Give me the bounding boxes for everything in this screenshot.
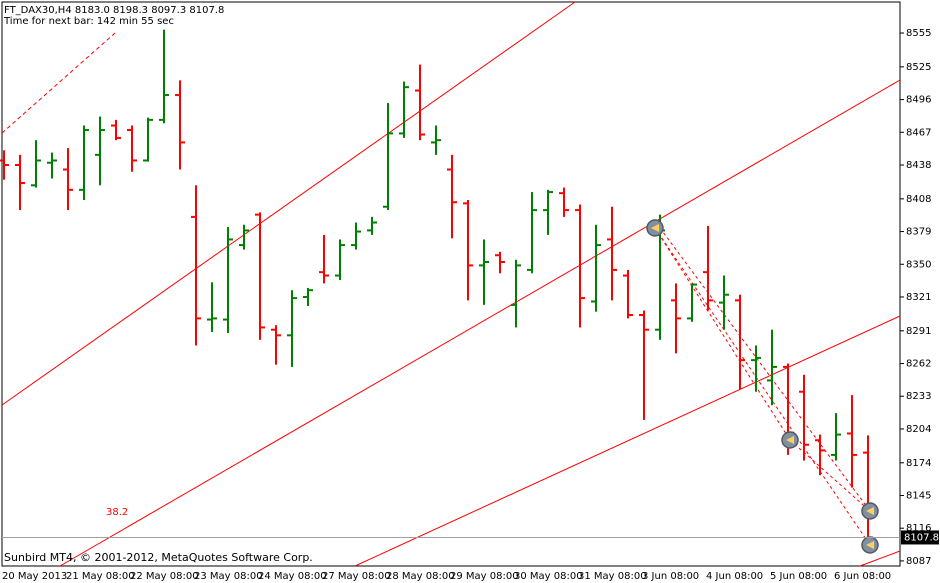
y-tick-label: 8174	[906, 458, 931, 469]
y-tick-label: 8350	[906, 259, 931, 270]
price-label: 8107.8	[904, 532, 939, 543]
x-tick-label: 31 May 08:00	[578, 571, 647, 582]
markers	[646, 219, 879, 554]
bars	[0, 29, 873, 550]
dashed-line	[659, 227, 871, 512]
x-tick-label: 23 May 08:00	[194, 571, 263, 582]
trend-lines	[1, 1, 901, 567]
y-tick-label: 8379	[906, 227, 931, 238]
x-tick-label: 3 Jun 08:00	[642, 571, 699, 582]
x-tick-label: 21 May 08:00	[66, 571, 135, 582]
y-tick-label: 8233	[906, 391, 931, 402]
dashed-line	[654, 227, 871, 546]
channel-line	[1, 1, 576, 406]
y-tick-label: 8408	[906, 194, 931, 205]
y-tick-label: 8291	[906, 326, 931, 337]
x-tick-label: 6 Jun 08:00	[834, 571, 891, 582]
chart-title: FT_DAX30,H4 8183.0 8198.3 8097.3 8107.8	[4, 5, 224, 16]
price-box	[901, 530, 939, 545]
x-tick-label: 29 May 08:00	[450, 571, 519, 582]
channel-line	[859, 550, 901, 567]
x-tick-label: 27 May 08:00	[322, 571, 391, 582]
y-tick-label: 8525	[906, 62, 931, 73]
y-tick-label: 8321	[906, 292, 931, 303]
y-tick-label: 8262	[906, 359, 931, 370]
y-tick-label: 8496	[906, 95, 931, 106]
footer: Sunbird MT4, © 2001-2012, MetaQuotes Sof…	[4, 551, 313, 564]
x-tick-label: 28 May 08:00	[386, 571, 455, 582]
x-tick-label: 24 May 08:00	[258, 571, 327, 582]
y-tick-label: 8116	[906, 523, 931, 534]
y-tick-label: 8555	[906, 28, 931, 39]
chart-subtitle: Time for next bar: 142 min 55 sec	[3, 16, 174, 27]
y-tick-label: 8145	[906, 491, 931, 502]
x-tick-label: 22 May 08:00	[130, 571, 199, 582]
y-tick-label: 8438	[906, 160, 931, 171]
x-tick-label: 30 May 08:00	[514, 571, 583, 582]
y-tick-label: 8204	[906, 424, 931, 435]
y-tick-label: 8467	[906, 127, 931, 138]
x-tick-label: 5 Jun 08:00	[770, 571, 827, 582]
channel-line	[354, 315, 901, 567]
x-tick-label: 20 May 2013	[2, 571, 67, 582]
plot-frame	[1, 1, 901, 567]
x-tick-label: 4 Jun 08:00	[706, 571, 763, 582]
channel-line	[59, 79, 901, 567]
fibo-label: 38.2	[106, 507, 128, 518]
y-tick-label: 8087	[906, 556, 931, 567]
